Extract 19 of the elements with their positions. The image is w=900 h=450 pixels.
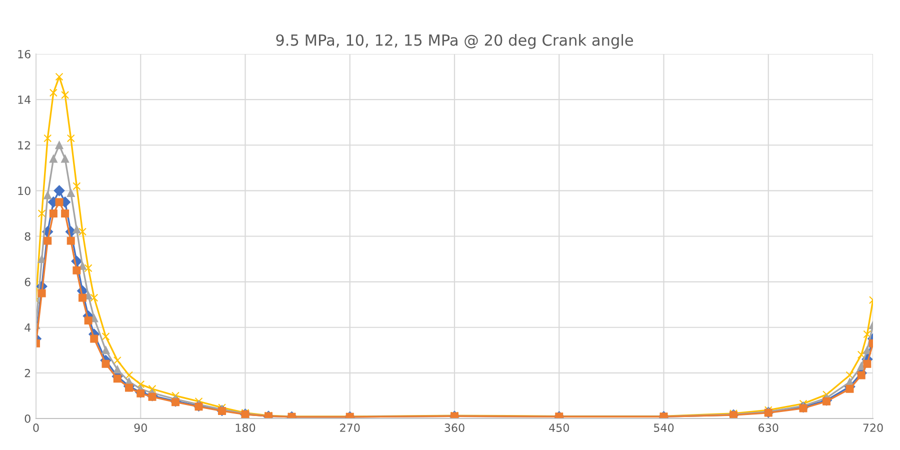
y-tick-label: 6 (24, 278, 30, 286)
x-tick-label: 450 (549, 424, 569, 432)
y-tick-label: 10 (18, 186, 30, 196)
y-tick-label: 16 (18, 50, 30, 58)
y-tick-label: 4 (24, 323, 31, 332)
chart-title: 9.5 MPa, 10, 12, 15 MPa @ 20 deg Crank angle (276, 34, 634, 49)
x-tick-label: 540 (654, 424, 674, 432)
x-tick-label: 270 (340, 424, 360, 432)
y-tick-label: 2 (24, 368, 30, 378)
y-tick-label: 14 (18, 96, 31, 104)
x-tick-label: 90 (134, 424, 147, 432)
y-tick-label: 0 (24, 414, 30, 423)
x-tick-label: 360 (444, 424, 464, 432)
x-tick-label: 630 (758, 424, 778, 432)
x-tick-label: 0 (33, 424, 39, 432)
x-tick-label: 180 (236, 424, 256, 432)
x-tick-label: 720 (863, 424, 883, 432)
y-tick-label: 8 (24, 232, 30, 241)
y-tick-label: 12 (18, 141, 30, 150)
